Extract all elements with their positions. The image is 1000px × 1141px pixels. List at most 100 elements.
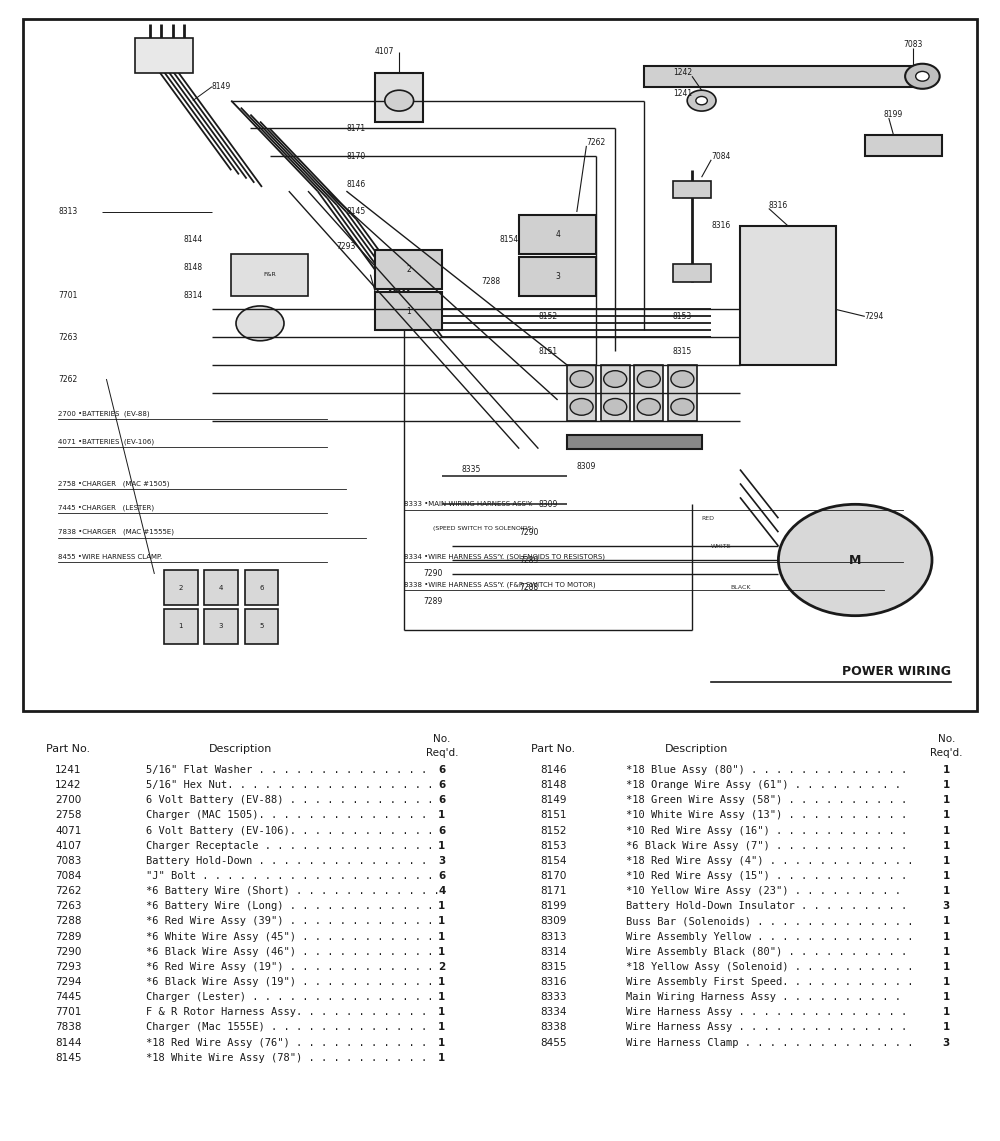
- Text: *18 Green Wire Assy (58") . . . . . . . . . .: *18 Green Wire Assy (58") . . . . . . . …: [626, 795, 907, 806]
- Text: 7290: 7290: [55, 947, 82, 956]
- Text: 1: 1: [438, 1022, 445, 1033]
- Text: 1: 1: [943, 931, 950, 941]
- Text: 8151: 8151: [538, 347, 558, 356]
- Text: RED: RED: [702, 516, 715, 520]
- Text: 8149: 8149: [212, 82, 231, 91]
- Text: 8170: 8170: [346, 152, 366, 161]
- Text: 4071 •BATTERIES  (EV-106): 4071 •BATTERIES (EV-106): [58, 438, 155, 445]
- Text: 8314: 8314: [183, 291, 202, 300]
- Bar: [204, 609, 238, 644]
- Text: 1: 1: [943, 780, 950, 791]
- Text: 7288: 7288: [481, 277, 500, 286]
- Text: 1: 1: [943, 1008, 950, 1018]
- Text: WHITE: WHITE: [711, 543, 732, 549]
- Text: 1: 1: [943, 826, 950, 835]
- Text: Charger (MAC 1505). . . . . . . . . . . . . .: Charger (MAC 1505). . . . . . . . . . . …: [146, 810, 427, 820]
- Text: 1: 1: [438, 993, 445, 1002]
- Text: 8313: 8313: [540, 931, 567, 941]
- Text: 6: 6: [438, 764, 445, 775]
- Text: *6 White Wire Assy (45") . . . . . . . . . . .: *6 White Wire Assy (45") . . . . . . . .…: [146, 931, 433, 941]
- Text: 8314: 8314: [540, 947, 567, 956]
- Text: *10 Red Wire Assy (15") . . . . . . . . . . .: *10 Red Wire Assy (15") . . . . . . . . …: [626, 871, 907, 881]
- Text: Charger (Mac 1555E) . . . . . . . . . . . . .: Charger (Mac 1555E) . . . . . . . . . . …: [146, 1022, 427, 1033]
- Circle shape: [236, 306, 284, 341]
- Bar: [668, 365, 697, 421]
- Text: Charger (Lester) . . . . . . . . . . . . . . .: Charger (Lester) . . . . . . . . . . . .…: [146, 993, 433, 1002]
- Circle shape: [637, 398, 660, 415]
- Text: *18 Blue Assy (80") . . . . . . . . . . . . .: *18 Blue Assy (80") . . . . . . . . . . …: [626, 764, 907, 775]
- Text: 1: 1: [943, 962, 950, 972]
- Text: 8338: 8338: [540, 1022, 567, 1033]
- Text: 8148: 8148: [183, 264, 202, 273]
- Bar: [231, 253, 308, 296]
- Text: 1: 1: [438, 931, 445, 941]
- Bar: [519, 216, 596, 253]
- Text: 8309: 8309: [540, 916, 567, 926]
- Text: 8153: 8153: [540, 841, 567, 851]
- Text: 8153: 8153: [673, 311, 692, 321]
- Text: 8335: 8335: [462, 466, 481, 474]
- Text: 7288: 7288: [55, 916, 82, 926]
- Text: M: M: [849, 553, 861, 566]
- Text: 8144: 8144: [183, 235, 202, 244]
- Text: *6 Black Wire Assy (46") . . . . . . . . . . .: *6 Black Wire Assy (46") . . . . . . . .…: [146, 947, 433, 956]
- Text: 8145: 8145: [55, 1053, 82, 1062]
- Text: 7838 •CHARGER   (MAC #1555E): 7838 •CHARGER (MAC #1555E): [58, 529, 174, 535]
- Text: 7701: 7701: [55, 1008, 82, 1018]
- Text: Wire Assembly Black (80") . . . . . . . . . .: Wire Assembly Black (80") . . . . . . . …: [626, 947, 907, 956]
- Text: 4071: 4071: [55, 826, 82, 835]
- Circle shape: [604, 371, 627, 388]
- Text: 8313: 8313: [58, 208, 78, 217]
- Text: *18 Orange Wire Assy (61") . . . . . . . . .: *18 Orange Wire Assy (61") . . . . . . .…: [626, 780, 901, 791]
- Circle shape: [637, 371, 660, 388]
- Text: 8316: 8316: [711, 221, 730, 230]
- Text: 1: 1: [943, 871, 950, 881]
- Text: 1: 1: [438, 1008, 445, 1018]
- Text: 8309: 8309: [577, 462, 596, 470]
- Text: *10 Yellow Wire Assy (23") . . . . . . . . .: *10 Yellow Wire Assy (23") . . . . . . .…: [626, 887, 901, 896]
- Text: 6: 6: [438, 780, 445, 791]
- Text: 7289: 7289: [423, 597, 442, 606]
- Text: 6 Volt Battery (EV-88) . . . . . . . . . . . .: 6 Volt Battery (EV-88) . . . . . . . . .…: [146, 795, 433, 806]
- Text: Wire Assembly First Speed. . . . . . . . . . .: Wire Assembly First Speed. . . . . . . .…: [626, 977, 914, 987]
- Text: *6 Black Wire Assy (7") . . . . . . . . . . .: *6 Black Wire Assy (7") . . . . . . . . …: [626, 841, 907, 851]
- Text: 7263: 7263: [58, 333, 78, 342]
- Text: 2: 2: [438, 962, 445, 972]
- Text: 7084: 7084: [711, 152, 731, 161]
- Text: 3: 3: [943, 901, 950, 912]
- Text: 4: 4: [555, 230, 560, 240]
- Text: 8154: 8154: [500, 235, 519, 244]
- Text: 3: 3: [555, 272, 560, 281]
- Text: 4107: 4107: [375, 48, 394, 56]
- Bar: [634, 365, 663, 421]
- Text: 8309: 8309: [538, 500, 558, 509]
- Text: Charger Receptacle . . . . . . . . . . . . . .: Charger Receptacle . . . . . . . . . . .…: [146, 841, 433, 851]
- Text: 2758 •CHARGER   (MAC #1505): 2758 •CHARGER (MAC #1505): [58, 480, 170, 487]
- Text: 7293: 7293: [55, 962, 82, 972]
- Text: "J" Bolt . . . . . . . . . . . . . . . . . . .: "J" Bolt . . . . . . . . . . . . . . . .…: [146, 871, 433, 881]
- Text: 1: 1: [438, 916, 445, 926]
- Bar: [245, 609, 278, 644]
- Text: 4: 4: [219, 585, 223, 591]
- Text: 4107: 4107: [55, 841, 82, 851]
- Text: POWER WIRING: POWER WIRING: [842, 665, 951, 678]
- Text: 4: 4: [438, 887, 445, 896]
- Text: 7294: 7294: [865, 311, 884, 321]
- Text: 1: 1: [438, 810, 445, 820]
- Circle shape: [671, 371, 694, 388]
- Circle shape: [570, 398, 593, 415]
- Text: 2700 •BATTERIES  (EV-88): 2700 •BATTERIES (EV-88): [58, 411, 150, 418]
- Text: No.: No.: [938, 734, 955, 744]
- Bar: [375, 292, 442, 331]
- Text: 7262: 7262: [586, 138, 606, 147]
- Text: 1: 1: [438, 977, 445, 987]
- Text: 7262: 7262: [58, 374, 78, 383]
- Bar: [519, 257, 596, 296]
- Text: 1: 1: [406, 307, 411, 316]
- Text: 7701: 7701: [58, 291, 78, 300]
- Bar: [375, 73, 423, 122]
- Text: Description: Description: [209, 744, 272, 754]
- Text: 8199: 8199: [540, 901, 567, 912]
- Text: 8333 •MAIN WIRING HARNESS ASS'Y.: 8333 •MAIN WIRING HARNESS ASS'Y.: [404, 501, 533, 508]
- Text: *18 White Wire Assy (78") . . . . . . . . . .: *18 White Wire Assy (78") . . . . . . . …: [146, 1053, 427, 1062]
